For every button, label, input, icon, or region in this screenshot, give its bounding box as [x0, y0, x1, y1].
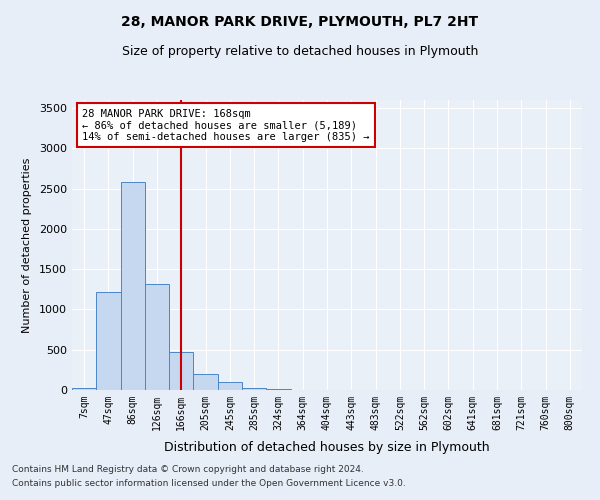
X-axis label: Distribution of detached houses by size in Plymouth: Distribution of detached houses by size … — [164, 441, 490, 454]
Bar — [72, 388, 96, 390]
Bar — [193, 374, 218, 390]
Bar — [121, 182, 145, 390]
Text: Size of property relative to detached houses in Plymouth: Size of property relative to detached ho… — [122, 45, 478, 58]
Text: Contains HM Land Registry data © Crown copyright and database right 2024.: Contains HM Land Registry data © Crown c… — [12, 466, 364, 474]
Bar — [96, 292, 121, 390]
Bar — [169, 352, 193, 390]
Bar — [145, 284, 169, 390]
Bar — [218, 382, 242, 390]
Y-axis label: Number of detached properties: Number of detached properties — [22, 158, 32, 332]
Text: Contains public sector information licensed under the Open Government Licence v3: Contains public sector information licen… — [12, 479, 406, 488]
Text: 28 MANOR PARK DRIVE: 168sqm
← 86% of detached houses are smaller (5,189)
14% of : 28 MANOR PARK DRIVE: 168sqm ← 86% of det… — [82, 108, 370, 142]
Text: 28, MANOR PARK DRIVE, PLYMOUTH, PL7 2HT: 28, MANOR PARK DRIVE, PLYMOUTH, PL7 2HT — [121, 15, 479, 29]
Bar — [266, 389, 290, 390]
Bar — [242, 388, 266, 390]
